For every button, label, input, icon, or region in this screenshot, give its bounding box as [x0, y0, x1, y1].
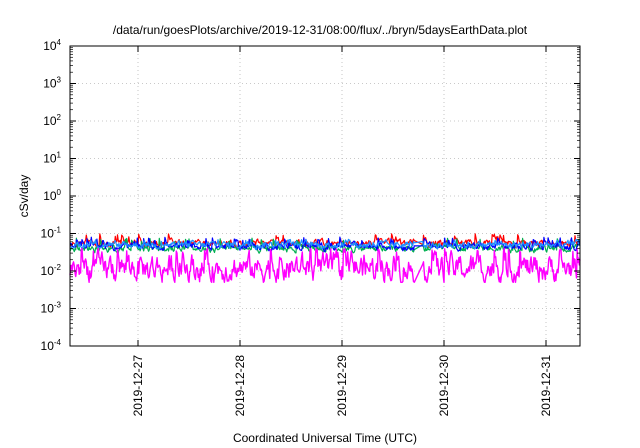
x-tick-label: 2019-12-27 — [131, 355, 145, 417]
x-axis-ticks: 2019-12-27 2019-12-28 2019-12-29 2019-12-30… — [131, 46, 553, 416]
x-tick-label: 2019-12-29 — [335, 355, 349, 417]
y-tick-label: 10-1 — [41, 226, 62, 241]
y-tick-label: 10-4 — [41, 338, 62, 353]
chart-title: /data/run/goesPlots/archive/2019-12-31/0… — [113, 23, 528, 37]
y-axis-ticks: 10-4 10-3 10-2 10-1 100 101 102 103 104 — [41, 38, 580, 353]
y-tick-label: 10-3 — [41, 301, 62, 316]
y-axis-label: cSv/day — [17, 175, 31, 218]
y-tick-label: 104 — [43, 38, 61, 53]
series-line — [69, 247, 581, 283]
x-tick-label: 2019-12-28 — [233, 355, 247, 417]
x-tick-label: 2019-12-30 — [437, 355, 451, 417]
y-tick-label: 10-2 — [41, 263, 62, 278]
y-tick-label: 102 — [43, 113, 61, 128]
y-tick-label: 101 — [43, 151, 61, 166]
series-line — [69, 238, 581, 250]
y-tick-label: 100 — [43, 188, 61, 203]
series-lines — [69, 233, 581, 283]
x-axis-label: Coordinated Universal Time (UTC) — [233, 431, 417, 445]
x-tick-label: 2019-12-31 — [539, 355, 553, 417]
grid-lines — [70, 45, 580, 347]
y-tick-label: 103 — [43, 76, 61, 91]
